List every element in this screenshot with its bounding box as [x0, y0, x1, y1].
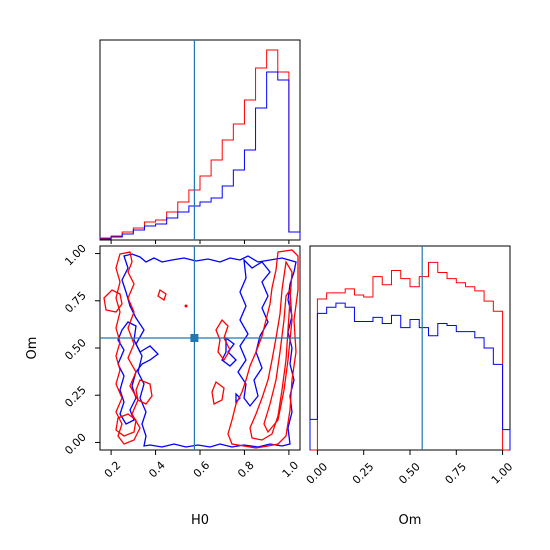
red-contour-inner-right: [263, 288, 293, 434]
red-contour-mid-small: [211, 380, 225, 405]
om-marginal-panel: 0.00 0.25 0.50 0.75 1.00 Om: [304, 245, 516, 528]
red-contour-outer-right: [227, 249, 299, 449]
y-tick-label: 0.25: [62, 383, 89, 410]
truth-marker: [190, 334, 199, 342]
x-tick-label: 0.00: [304, 460, 331, 487]
x-tick-label: 0.50: [396, 460, 423, 487]
red-contour-lower-left: [115, 413, 137, 437]
y-tick-label: 0.75: [62, 289, 89, 316]
om-marginal-histograms: [309, 261, 511, 451]
h0-marginal-frame: [99, 39, 301, 241]
x-tick-label: 0.8: [235, 459, 257, 481]
x-axis-label-om: Om: [399, 513, 422, 528]
x-tick-label: 1.00: [489, 460, 516, 487]
y-tick-label: 0.00: [62, 431, 89, 458]
red-contour-left-column: [115, 251, 141, 445]
contour-lines: [103, 249, 299, 449]
y-tick-label: 1.00: [62, 242, 89, 269]
red-contour-left-blob: [103, 289, 123, 313]
red-contour-mid-left: [215, 318, 231, 362]
x-tick-label: 1.0: [280, 459, 302, 481]
histogram-step-blue: [99, 71, 301, 240]
y-tick-label: 0.50: [62, 336, 89, 363]
y-axis-label-om: Om: [25, 337, 40, 360]
x-tick-label: 0.25: [350, 460, 377, 487]
h0-marginal-panel: [99, 39, 301, 244]
histogram-step-blue: [309, 302, 511, 450]
blue-contour-inner-right: [237, 258, 271, 408]
blue-contour-outer: [121, 253, 297, 448]
x-tick-label: 0.75: [443, 460, 470, 487]
h0-om-contour-panel: 0.2 0.4 0.6 0.8 1.0 0.00 0.25 0.50 0.75 1.00 H0 O…: [25, 242, 301, 528]
x-tick-label: 0.6: [191, 459, 213, 481]
x-axis-label-h0: H0: [191, 513, 209, 528]
red-contour-mini: [157, 288, 167, 302]
om-marginal-frame: [309, 245, 511, 451]
h0-marginal-histograms: [99, 49, 301, 240]
red-contour-left-small: [135, 379, 153, 405]
om-marginal-ticks: 0.00 0.25 0.50 0.75 1.00: [304, 450, 516, 487]
red-contour-dot: [184, 304, 188, 308]
blue-contour-small: [221, 336, 237, 367]
h0-marginal-ticks: [110, 240, 290, 244]
x-tick-label: 0.2: [102, 459, 124, 481]
histogram-step-red: [310, 261, 510, 451]
x-tick-label: 0.4: [146, 459, 168, 481]
blue-contour-inner-left: [117, 321, 159, 425]
